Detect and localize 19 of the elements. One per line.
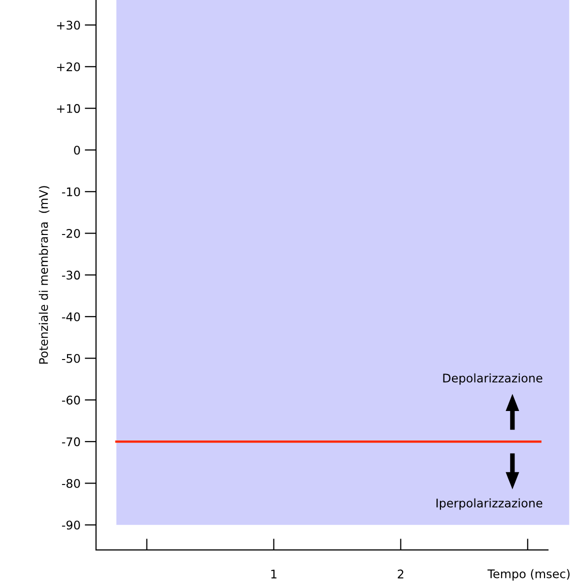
y-tick-label: -30 (62, 270, 80, 280)
y-tick-label: -70 (62, 437, 80, 446)
y-tick-label: 0 (74, 146, 80, 155)
y-tick-label: +10 (57, 104, 80, 113)
y-tick-label: -80 (62, 478, 80, 488)
y-tick-label: -50 (62, 354, 80, 363)
x-axis-title: Tempo (msec) (487, 569, 570, 581)
x-tick-label: 1 (271, 570, 276, 578)
annotation: Depolarizzazione (443, 373, 542, 385)
y-tick-label: -90 (62, 520, 80, 530)
y-tick-label: -10 (62, 187, 80, 196)
y-tick-label: -60 (62, 396, 80, 405)
x-tick-label: 2 (398, 570, 404, 578)
y-tick-label: -20 (62, 229, 80, 238)
annotation: Iperpolarizzazione (436, 498, 542, 510)
y-tick-label: +20 (57, 62, 80, 72)
y-tick-label: +30 (57, 20, 80, 30)
y-tick-label: -40 (62, 312, 80, 322)
y-axis-title: Potenziale di membrana (mV) (38, 186, 50, 364)
